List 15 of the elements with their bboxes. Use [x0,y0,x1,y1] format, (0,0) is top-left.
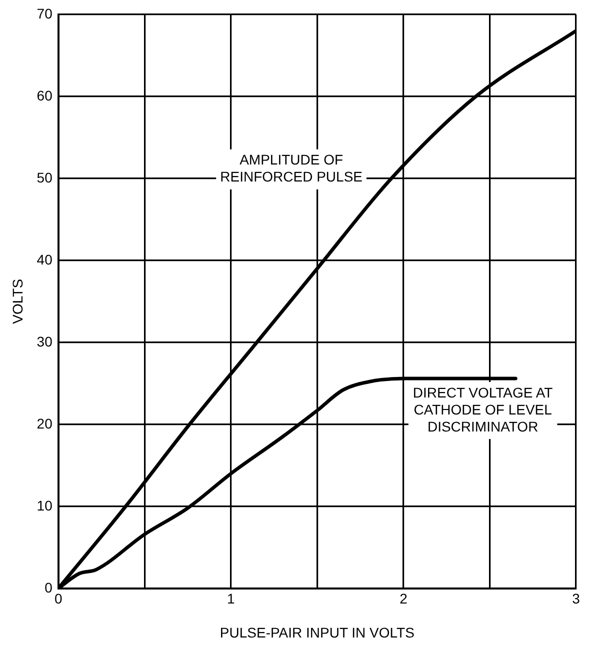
series-label: DIRECT VOLTAGE AT CATHODE OF LEVEL DISCRIMINATOR [412,384,554,434]
y-tick-label: 30 [36,333,53,350]
y-tick-label: 50 [36,169,53,186]
x-tick-label: 3 [572,590,580,607]
series-label: AMPLITUDE OF REINFORCED PULSE [220,152,362,185]
y-tick-label: 40 [36,251,53,268]
y-axis-title: VOLTS [9,278,26,324]
x-axis-title: PULSE-PAIR INPUT IN VOLTS [220,624,414,640]
y-tick-label: 20 [36,415,53,432]
y-tick-label: 60 [36,87,53,104]
y-tick-label: 70 [36,5,53,22]
y-tick-label: 0 [44,579,53,596]
y-tick-label: 10 [36,497,53,514]
x-tick-label: 2 [400,590,408,607]
x-tick-label: 1 [227,590,236,607]
